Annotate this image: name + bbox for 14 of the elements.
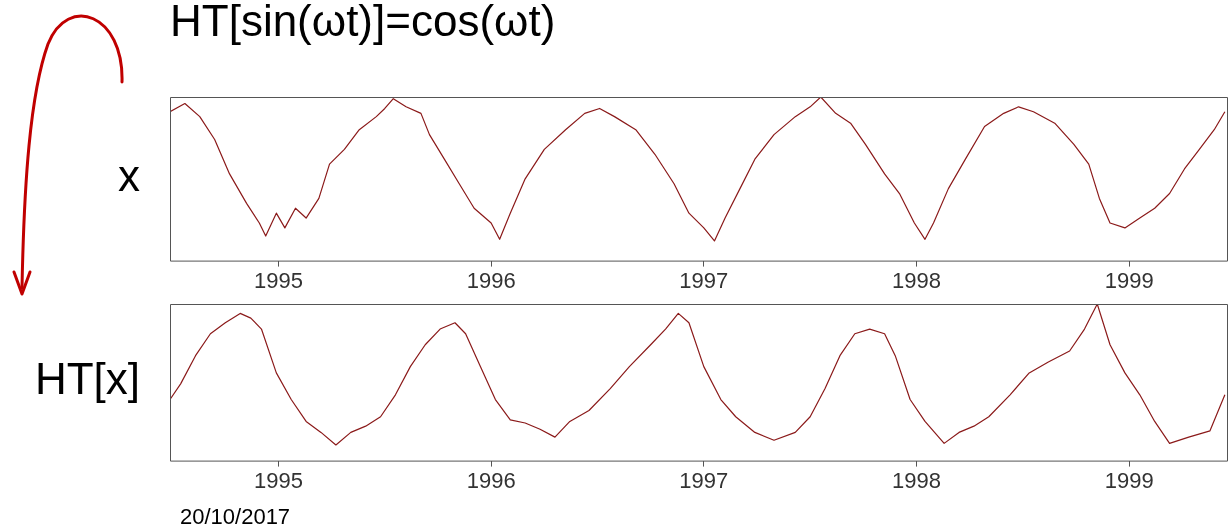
x-tick-label: 1996 — [466, 267, 516, 293]
x-tick-label: 1995 — [253, 267, 303, 293]
y-axis-title: x — [118, 150, 140, 200]
x-tick-label: 1998 — [892, 467, 941, 493]
text: 20/10/2017 — [180, 504, 291, 530]
x-tick-label: 1997 — [679, 267, 729, 293]
x-tick-label: 1999 — [1104, 467, 1154, 493]
y-axis-title: HT[x] — [34, 354, 140, 404]
x-tick-label: 1997 — [679, 467, 729, 493]
x-tick-label: 1999 — [1104, 267, 1154, 293]
x-tick-label: 1996 — [466, 467, 516, 493]
chart-title: HT[sin(ωt)]=cos(ωt) — [170, 0, 556, 46]
x-tick-label: 1995 — [253, 467, 303, 493]
x-tick-label: 1998 — [892, 267, 941, 293]
